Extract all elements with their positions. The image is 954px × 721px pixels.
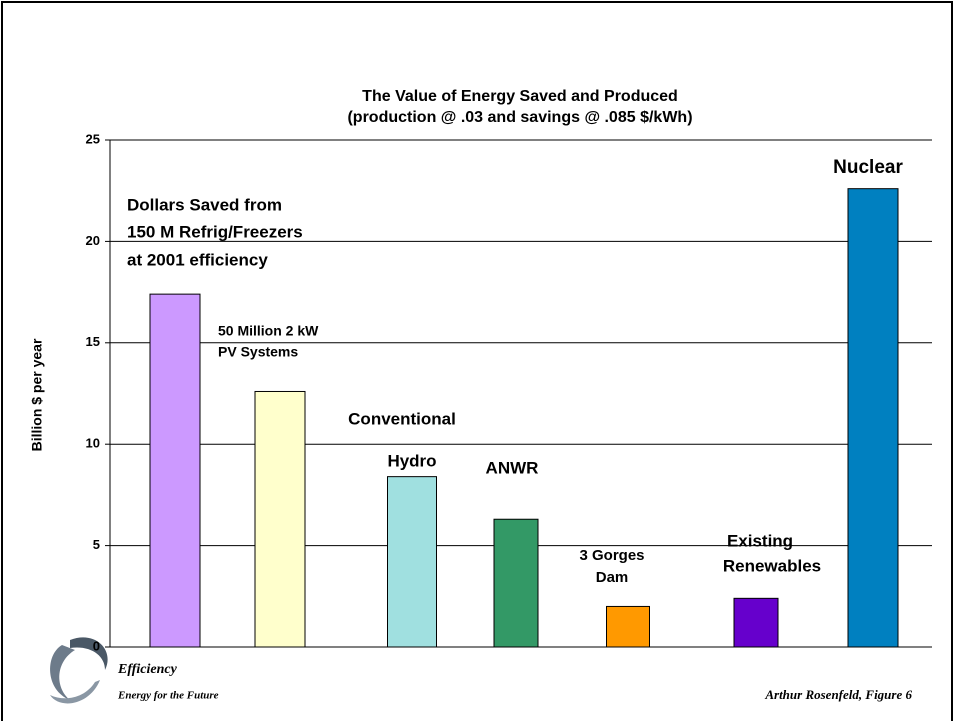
bar xyxy=(387,476,437,648)
footer-title: Efficiency xyxy=(117,662,178,677)
y-axis-label: Billion $ per year xyxy=(29,338,45,451)
bar-label: 50 Million 2 kW xyxy=(218,323,319,339)
bar-label: ANWR xyxy=(486,458,539,477)
y-tick-label: 10 xyxy=(86,436,100,451)
footer-credit: Arthur Rosenfeld, Figure 6 xyxy=(764,687,912,702)
logo xyxy=(50,637,108,704)
bar-label: Renewables xyxy=(723,556,821,575)
bar-label: Conventional xyxy=(348,409,456,428)
bar xyxy=(847,188,899,648)
bar xyxy=(606,605,650,648)
y-tick-label: 25 xyxy=(86,131,100,146)
footer-subtitle: Energy for the Future xyxy=(117,690,219,702)
bar xyxy=(254,390,306,648)
bar-label: Hydro xyxy=(387,451,436,470)
bar-label: Existing xyxy=(727,531,793,550)
bar xyxy=(733,597,779,648)
bar-label: 3 Gorges xyxy=(579,547,644,564)
chart-title: The Value of Energy Saved and Produced xyxy=(362,88,678,105)
bar-label: Nuclear xyxy=(833,157,903,178)
y-tick-label: 15 xyxy=(86,334,100,349)
bar-label: Dollars Saved from xyxy=(127,195,282,214)
y-tick-label: 0 xyxy=(93,638,100,653)
bar-label: 150 M Refrig/Freezers xyxy=(127,222,303,241)
chart-subtitle: (production @ .03 and savings @ .085 $/k… xyxy=(347,109,692,126)
bar xyxy=(493,518,539,648)
bar-label: at 2001 efficiency xyxy=(127,250,268,269)
y-tick-label: 5 xyxy=(93,537,100,552)
bar-label: Dam xyxy=(596,569,629,586)
bar-label: PV Systems xyxy=(218,344,298,360)
y-tick-label: 20 xyxy=(86,233,100,248)
bar xyxy=(149,293,201,648)
